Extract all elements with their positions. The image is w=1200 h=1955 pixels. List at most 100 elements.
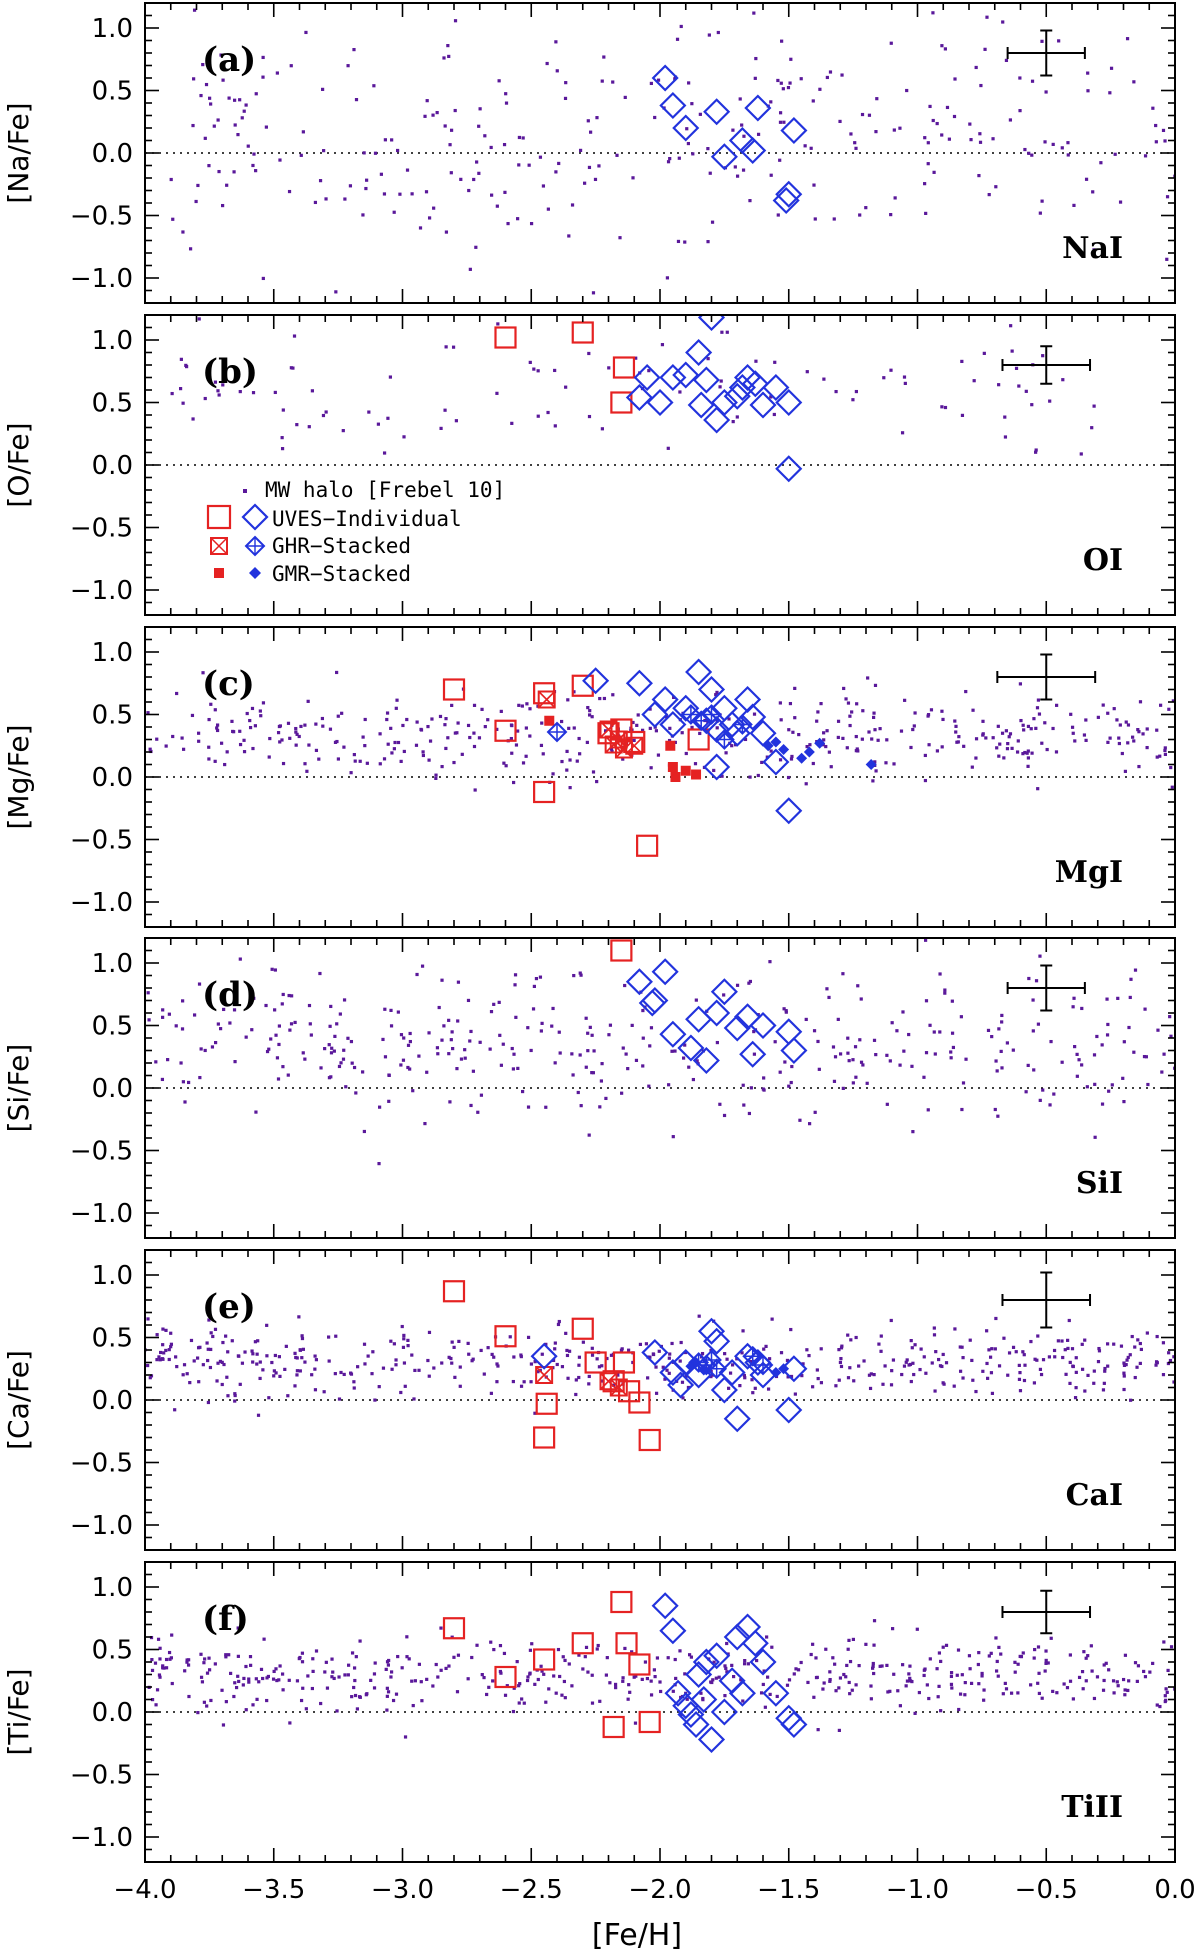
halo-point (626, 1697, 630, 1701)
halo-point (666, 1656, 670, 1660)
halo-point (1115, 718, 1119, 722)
halo-point (341, 1057, 346, 1061)
halo-point (541, 752, 545, 756)
halo-point (599, 1079, 604, 1083)
halo-point (1066, 141, 1070, 145)
halo-point (257, 1680, 261, 1684)
halo-point (962, 744, 966, 748)
halo-point (598, 1699, 602, 1703)
halo-point (442, 56, 446, 60)
halo-point (467, 188, 471, 193)
halo-point (603, 729, 608, 733)
halo-point (1002, 756, 1006, 760)
halo-point (167, 1348, 171, 1352)
halo-point (207, 717, 211, 722)
halo-point (477, 124, 481, 128)
halo-point (358, 759, 362, 763)
halo-point (394, 1358, 398, 1362)
halo-point (735, 983, 740, 987)
halo-point (539, 1029, 543, 1033)
halo-point (683, 1043, 687, 1047)
halo-point (230, 719, 234, 723)
halo-point (837, 1728, 841, 1733)
halo-point (888, 1059, 892, 1063)
halo-point (1155, 1334, 1159, 1339)
halo-point (1117, 736, 1121, 740)
gmr-stacked-red-point (691, 769, 702, 780)
halo-point (553, 368, 557, 373)
panel-c: 1.00.50.0−0.5−1.0[Mg/Fe](c)MgI (2, 626, 1176, 928)
halo-point (861, 709, 865, 713)
halo-point (158, 1358, 162, 1362)
halo-point (996, 1674, 1000, 1678)
halo-point (265, 1698, 269, 1703)
halo-point (270, 967, 274, 971)
halo-point (1086, 71, 1090, 75)
halo-point (934, 1350, 938, 1354)
halo-point (1022, 728, 1026, 732)
halo-point (933, 1052, 937, 1056)
halo-point (512, 1052, 516, 1056)
halo-point (838, 1676, 843, 1680)
halo-point (341, 429, 345, 433)
halo-point (518, 1682, 522, 1686)
halo-point (670, 1341, 674, 1346)
halo-point (313, 200, 318, 205)
halo-point (477, 736, 482, 740)
halo-point (281, 761, 286, 766)
halo-point (434, 776, 438, 780)
halo-point (166, 1058, 170, 1062)
halo-point (358, 1639, 362, 1643)
halo-point (769, 749, 773, 753)
halo-point (354, 1655, 358, 1659)
ghr-red-box (604, 735, 623, 754)
halo-point (385, 1708, 389, 1712)
halo-point (450, 1361, 454, 1365)
halo-point (1142, 1669, 1146, 1674)
halo-point (872, 1372, 876, 1377)
halo-point (742, 134, 746, 138)
halo-point (832, 217, 836, 221)
halo-point (854, 749, 858, 753)
halo-point (261, 75, 265, 79)
halo-point (576, 1090, 580, 1095)
halo-point (698, 731, 702, 736)
halo-point (440, 978, 444, 982)
x-tick-label: −0.5 (1015, 1875, 1078, 1905)
halo-point (483, 725, 487, 729)
halo-point (495, 204, 499, 208)
halo-point (982, 1698, 986, 1702)
y-tick-label: 0.5 (92, 701, 133, 731)
halo-point (967, 1654, 972, 1658)
halo-point (983, 47, 987, 51)
halo-point (210, 1045, 215, 1049)
halo-point (874, 130, 878, 134)
halo-point (790, 1064, 794, 1069)
halo-point (256, 1413, 261, 1417)
panel-letter: (f) (202, 1599, 249, 1639)
ghr-stacked-red-point (625, 736, 644, 755)
ghr-blue-cross (754, 1356, 772, 1374)
halo-point (653, 1674, 657, 1679)
halo-point (517, 703, 521, 707)
halo-point (423, 114, 427, 118)
halo-point (453, 1375, 457, 1379)
halo-point (1036, 1022, 1041, 1026)
halo-point (577, 736, 581, 741)
halo-point (587, 414, 592, 419)
halo-point (600, 79, 604, 83)
halo-point (793, 1392, 797, 1396)
halo-point (710, 1373, 715, 1377)
halo-point (158, 1675, 162, 1679)
x-tick-label: −1.5 (757, 1875, 820, 1905)
halo-point (925, 1683, 929, 1687)
halo-point (146, 711, 150, 715)
halo-point (225, 750, 229, 754)
halo-point (251, 391, 256, 395)
halo-point (853, 1045, 858, 1049)
halo-point (743, 737, 748, 742)
halo-point (280, 447, 285, 451)
halo-point (199, 1047, 203, 1051)
halo-point (150, 1668, 155, 1673)
halo-point (987, 1348, 991, 1352)
